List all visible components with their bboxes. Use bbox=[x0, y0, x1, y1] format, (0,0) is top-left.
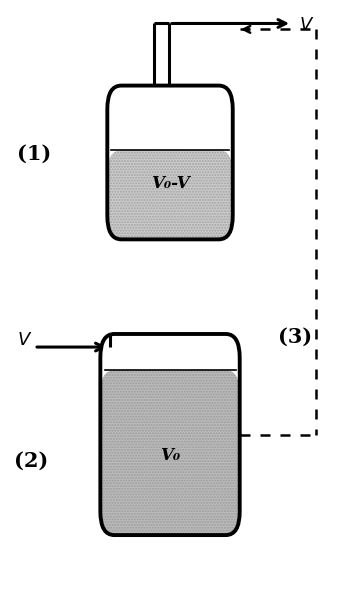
Text: V₀-V: V₀-V bbox=[151, 175, 189, 192]
FancyBboxPatch shape bbox=[107, 150, 233, 239]
Text: (2): (2) bbox=[13, 451, 48, 471]
Text: (1): (1) bbox=[17, 144, 51, 164]
FancyBboxPatch shape bbox=[107, 85, 233, 150]
Text: $V$: $V$ bbox=[299, 16, 314, 34]
Text: V₀: V₀ bbox=[160, 447, 180, 464]
Text: (3): (3) bbox=[278, 327, 313, 347]
FancyBboxPatch shape bbox=[100, 333, 240, 370]
FancyBboxPatch shape bbox=[100, 370, 240, 535]
Text: $V$: $V$ bbox=[17, 331, 32, 349]
